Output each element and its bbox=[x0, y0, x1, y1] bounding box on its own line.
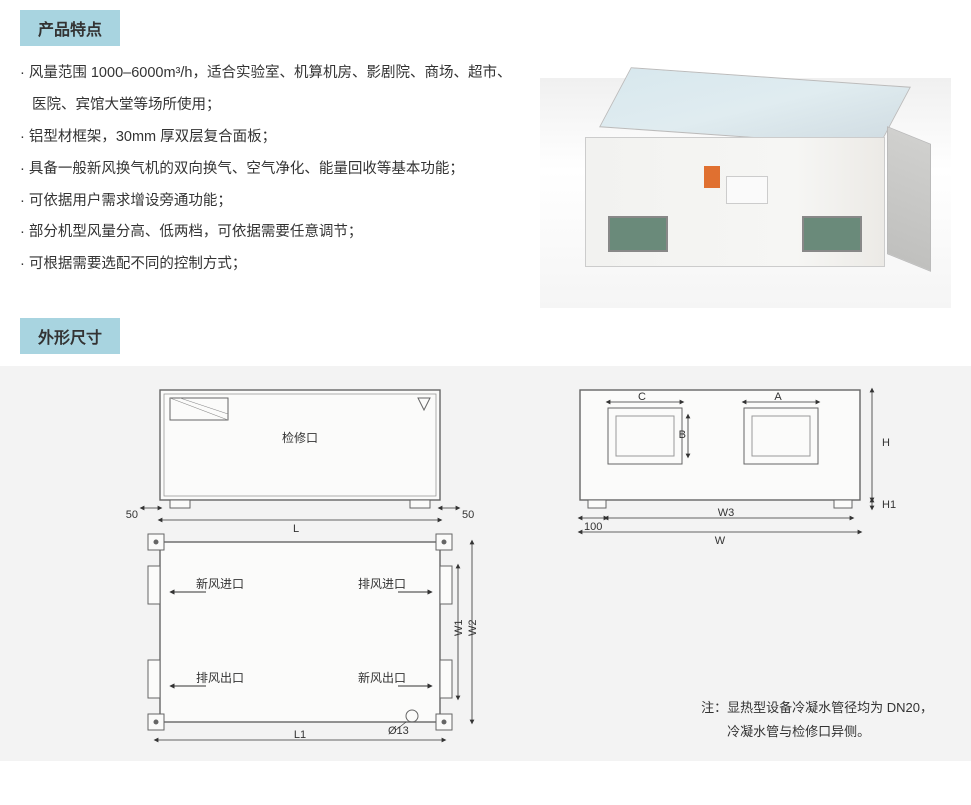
drawing-plan-bottom: 新风进口 排风进口 排风出口 新风出口 Ø13 L1 W1 W2 bbox=[148, 534, 479, 741]
feature-item: 风量范围 1000–6000m³/h，适合实验室、机算机房、影剧院、商场、超市、… bbox=[20, 58, 520, 122]
feature-item: 可依据用户需求增设旁通功能； bbox=[20, 186, 520, 218]
dim-B: B bbox=[679, 429, 686, 441]
features-list: 风量范围 1000–6000m³/h，适合实验室、机算机房、影剧院、商场、超市、… bbox=[20, 58, 520, 308]
section-dimensions-header: 外形尺寸 bbox=[20, 318, 120, 354]
technical-drawing: 检修口 L 50 50 bbox=[20, 380, 950, 748]
section-features-header: 产品特点 bbox=[20, 10, 120, 46]
label-exhaust-in: 排风进口 bbox=[358, 577, 406, 591]
label-exhaust-out: 排风出口 bbox=[196, 671, 244, 685]
dim-100: 100 bbox=[584, 521, 602, 533]
dim-W1: W1 bbox=[453, 620, 465, 637]
drawing-side: C A B H H1 W W3 100 bbox=[580, 390, 896, 547]
dim-A: A bbox=[774, 391, 782, 403]
product-photo bbox=[540, 78, 951, 308]
label-fresh-out: 新风出口 bbox=[358, 670, 406, 685]
drawing-plan-top: 检修口 L 50 50 bbox=[126, 390, 475, 535]
label-fresh-in: 新风进口 bbox=[196, 576, 244, 591]
feature-item: 部分机型风量分高、低两档，可依据需要任意调节； bbox=[20, 217, 520, 249]
dim-L1: L1 bbox=[294, 729, 306, 741]
dim-50r: 50 bbox=[462, 509, 474, 521]
note-line2: 冷凝水管与检修口异侧。 bbox=[727, 724, 870, 739]
dim-C: C bbox=[638, 391, 646, 403]
feature-item: 可根据需要选配不同的控制方式； bbox=[20, 249, 520, 281]
dim-phi13: Ø13 bbox=[388, 725, 409, 737]
dim-W2: W2 bbox=[467, 620, 479, 637]
dimensions-section: 检修口 L 50 50 bbox=[0, 366, 971, 761]
dim-W3: W3 bbox=[718, 507, 735, 519]
product-box-illustration bbox=[575, 113, 915, 273]
label-access-panel: 检修口 bbox=[282, 430, 318, 445]
feature-item: 铝型材框架，30mm 厚双层复合面板； bbox=[20, 122, 520, 154]
dim-H: H bbox=[882, 437, 890, 449]
feature-item: 具备一般新风换气机的双向换气、空气净化、能量回收等基本功能； bbox=[20, 154, 520, 186]
dim-H1: H1 bbox=[882, 499, 896, 511]
dim-L: L bbox=[293, 523, 299, 535]
footnote: 注：显热型设备冷凝水管径均为 DN20， 冷凝水管与检修口异侧。 bbox=[701, 696, 933, 743]
dim-W: W bbox=[715, 535, 726, 547]
dim-50l: 50 bbox=[126, 509, 138, 521]
features-area: 风量范围 1000–6000m³/h，适合实验室、机算机房、影剧院、商场、超市、… bbox=[0, 58, 971, 308]
note-line1: 显热型设备冷凝水管径均为 DN20， bbox=[727, 700, 933, 715]
note-prefix: 注： bbox=[701, 700, 727, 715]
